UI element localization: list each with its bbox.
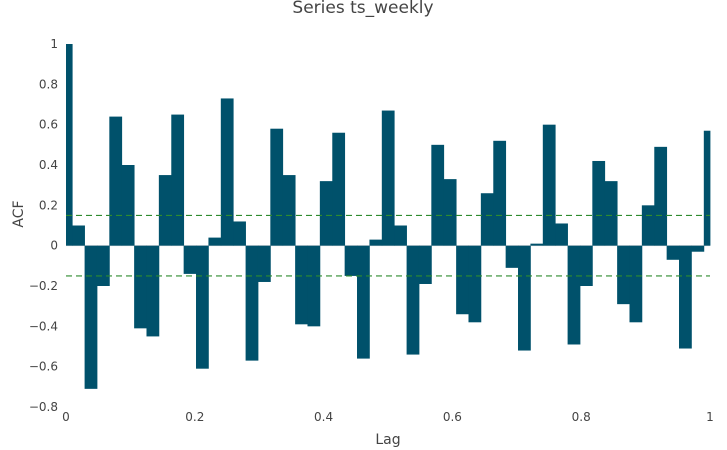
acf-bar[interactable]	[431, 145, 444, 246]
acf-bar[interactable]	[369, 240, 382, 246]
acf-bar[interactable]	[667, 246, 680, 260]
x-tick-label: 0.6	[443, 410, 462, 424]
acf-bar[interactable]	[159, 175, 172, 246]
chart-title: Series ts_weekly	[292, 0, 433, 18]
acf-bar[interactable]	[307, 246, 320, 327]
y-tick-label: 0.2	[39, 198, 58, 212]
acf-bar[interactable]	[691, 246, 704, 252]
acf-bar[interactable]	[233, 221, 246, 245]
y-tick-label: −0.2	[29, 279, 58, 293]
y-tick-label: 0.6	[39, 118, 58, 132]
y-tick-label: 0	[50, 239, 58, 253]
acf-bar[interactable]	[444, 179, 457, 246]
acf-bar[interactable]	[629, 246, 642, 323]
acf-bar[interactable]	[605, 181, 618, 246]
acf-bar[interactable]	[456, 246, 469, 315]
x-axis-ticks: 0 0.2 0.4 0.6 0.8 1	[62, 410, 714, 424]
acf-bar[interactable]	[580, 246, 593, 286]
acf-bar[interactable]	[481, 193, 494, 245]
acf-bar[interactable]	[704, 131, 711, 246]
x-tick-label: 0	[62, 410, 70, 424]
acf-bar[interactable]	[506, 246, 519, 268]
acf-bar[interactable]	[617, 246, 630, 304]
y-axis-ticks: 1 0.8 0.6 0.4 0.2 0 −0.2 −0.4 −0.6 −0.8	[29, 37, 58, 414]
x-tick-label: 0.8	[572, 410, 591, 424]
x-tick-label: 0.4	[314, 410, 333, 424]
acf-bar[interactable]	[394, 226, 407, 246]
acf-bar[interactable]	[184, 246, 197, 274]
acf-bar[interactable]	[419, 246, 432, 284]
acf-bar[interactable]	[246, 246, 259, 361]
y-axis-label: ACF	[11, 200, 27, 227]
acf-bar[interactable]	[382, 111, 395, 246]
x-axis-label: Lag	[375, 432, 400, 448]
y-tick-label: −0.4	[29, 319, 58, 333]
acf-bar[interactable]	[518, 246, 531, 351]
acf-bar[interactable]	[134, 246, 147, 329]
acf-bar[interactable]	[196, 246, 209, 369]
acf-bar[interactable]	[109, 117, 122, 246]
acf-bar[interactable]	[72, 226, 85, 246]
acf-bar[interactable]	[171, 115, 184, 246]
acf-bar[interactable]	[468, 246, 481, 323]
acf-bar[interactable]	[85, 246, 98, 389]
acf-bar[interactable]	[221, 98, 234, 245]
acf-bar[interactable]	[493, 141, 506, 246]
acf-bar[interactable]	[270, 129, 283, 246]
acf-bar[interactable]	[592, 161, 605, 246]
acf-bar[interactable]	[345, 246, 358, 276]
y-tick-label: 0.8	[39, 77, 58, 91]
acf-bar[interactable]	[295, 246, 308, 325]
y-tick-label: −0.8	[29, 400, 58, 414]
x-tick-label: 0.2	[185, 410, 204, 424]
acf-bar[interactable]	[332, 133, 345, 246]
acf-bar[interactable]	[208, 238, 221, 246]
acf-bar[interactable]	[642, 205, 655, 245]
acf-bar[interactable]	[407, 246, 420, 355]
acf-bar[interactable]	[679, 246, 692, 349]
acf-bar[interactable]	[320, 181, 333, 246]
acf-bar[interactable]	[555, 223, 568, 245]
acf-bar[interactable]	[357, 246, 370, 359]
acf-bar[interactable]	[654, 147, 667, 246]
acf-bar[interactable]	[146, 246, 159, 337]
acf-bar[interactable]	[530, 244, 543, 246]
acf-bar[interactable]	[122, 165, 135, 246]
acf-bar[interactable]	[543, 125, 556, 246]
y-tick-label: −0.6	[29, 360, 58, 374]
acf-bar[interactable]	[568, 246, 581, 345]
x-tick-label: 1	[706, 410, 714, 424]
acf-bars	[66, 44, 710, 389]
acf-bar[interactable]	[258, 246, 271, 282]
y-tick-label: 1	[50, 37, 58, 51]
acf-bar[interactable]	[283, 175, 296, 246]
acf-bar[interactable]	[97, 246, 110, 286]
y-tick-label: 0.4	[39, 158, 58, 172]
